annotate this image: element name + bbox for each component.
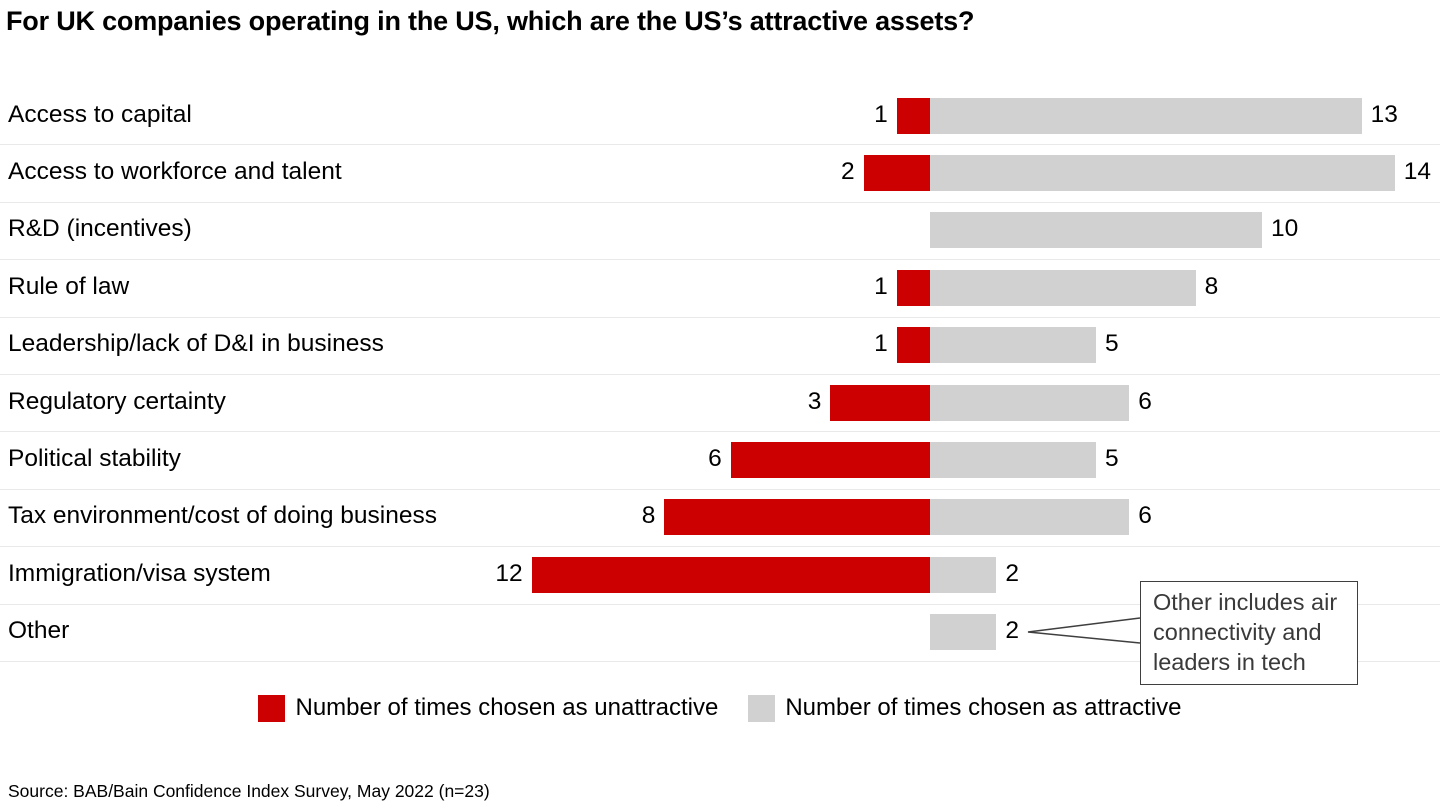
row-divider bbox=[0, 144, 1440, 146]
legend-label-unattractive: Number of times chosen as unattractive bbox=[295, 694, 719, 721]
unattractive-value: 6 bbox=[708, 444, 722, 472]
row-divider bbox=[0, 488, 1440, 490]
unattractive-value: 1 bbox=[874, 100, 888, 128]
category-label: Regulatory certainty bbox=[8, 387, 226, 415]
legend-item-attractive: Number of times chosen as attractive bbox=[748, 694, 1182, 722]
source-note: Source: BAB/Bain Confidence Index Survey… bbox=[8, 781, 490, 801]
unattractive-value: 12 bbox=[495, 559, 523, 587]
legend-label-attractive: Number of times chosen as attractive bbox=[785, 694, 1182, 721]
attractive-bar bbox=[930, 212, 1262, 249]
row-divider bbox=[0, 316, 1440, 318]
unattractive-value: 1 bbox=[874, 272, 888, 300]
unattractive-bar bbox=[664, 499, 930, 536]
chart-row: Access to capital 1 13 bbox=[0, 87, 1440, 144]
attractive-value: 14 bbox=[1403, 157, 1432, 185]
unattractive-value: 1 bbox=[874, 330, 888, 358]
attractive-bar bbox=[930, 155, 1395, 192]
attractive-bar bbox=[930, 384, 1130, 421]
chart-row: Regulatory certainty 3 6 bbox=[0, 374, 1440, 431]
attractive-bar bbox=[930, 97, 1362, 134]
unattractive-value: 8 bbox=[641, 502, 656, 530]
attractive-value: 5 bbox=[1105, 330, 1119, 358]
category-label: R&D (incentives) bbox=[8, 215, 192, 243]
row-divider bbox=[0, 603, 1440, 605]
annotation-callout: Other includes air connectivity and lead… bbox=[1140, 581, 1358, 685]
attractive-value: 10 bbox=[1271, 215, 1299, 243]
attractive-value: 6 bbox=[1138, 387, 1152, 415]
row-divider bbox=[0, 201, 1440, 203]
legend: Number of times chosen as unattractive N… bbox=[0, 690, 1440, 726]
attractive-bar bbox=[930, 614, 997, 651]
attractive-value: 2 bbox=[1005, 559, 1020, 587]
category-label: Tax environment/cost of doing business bbox=[8, 502, 437, 530]
unattractive-bar bbox=[531, 556, 930, 593]
attractive-value: 2 bbox=[1005, 617, 1020, 645]
row-divider bbox=[0, 431, 1440, 433]
row-divider bbox=[0, 259, 1440, 261]
chart-title: For UK companies operating in the US, wh… bbox=[6, 6, 975, 36]
attractive-bar bbox=[930, 499, 1130, 536]
attractive-value: 8 bbox=[1204, 272, 1219, 300]
category-label: Immigration/visa system bbox=[8, 559, 271, 587]
chart-row: Political stability 6 5 bbox=[0, 431, 1440, 488]
category-label: Access to workforce and talent bbox=[8, 157, 342, 185]
chart-row: Tax environment/cost of doing business 8 6 bbox=[0, 489, 1440, 546]
chart-row: R&D (incentives) 10 bbox=[0, 202, 1440, 259]
attractive-value: 5 bbox=[1105, 444, 1119, 472]
row-divider bbox=[0, 374, 1440, 375]
attractive-bar bbox=[930, 556, 997, 593]
attractive-bar bbox=[930, 327, 1096, 364]
unattractive-value: 3 bbox=[807, 387, 822, 415]
unattractive-bar bbox=[730, 442, 930, 479]
unattractive-bar bbox=[896, 327, 930, 364]
category-label: Rule of law bbox=[8, 272, 130, 300]
unattractive-bar bbox=[863, 155, 930, 192]
unattractive-bar bbox=[896, 97, 930, 134]
chart-row: Immigration/visa system 12 2 bbox=[0, 546, 1440, 603]
chart-row: Other 2 bbox=[0, 604, 1440, 661]
row-divider bbox=[0, 661, 1440, 662]
legend-swatch-attractive bbox=[748, 694, 776, 722]
bar-chart-rows: Access to capital 1 13 Access to workforce … bbox=[0, 87, 1440, 663]
unattractive-value: 2 bbox=[840, 157, 855, 185]
legend-item-unattractive: Number of times chosen as unattractive bbox=[258, 694, 718, 722]
unattractive-bar bbox=[830, 384, 930, 421]
category-label: Political stability bbox=[8, 444, 181, 472]
attractive-bar bbox=[930, 442, 1096, 479]
chart-row: Access to workforce and talent 2 14 bbox=[0, 144, 1440, 201]
attractive-value: 13 bbox=[1370, 100, 1398, 128]
category-label: Other bbox=[8, 617, 70, 645]
unattractive-bar bbox=[896, 269, 930, 306]
attractive-bar bbox=[930, 269, 1196, 306]
chart-row: Rule of law 1 8 bbox=[0, 259, 1440, 316]
row-divider bbox=[0, 546, 1440, 548]
chart-row: Leadership/lack of D&I in business 1 5 bbox=[0, 317, 1440, 374]
category-label: Leadership/lack of D&I in business bbox=[8, 330, 384, 358]
legend-swatch-unattractive bbox=[258, 694, 286, 722]
category-label: Access to capital bbox=[8, 100, 192, 128]
attractive-value: 6 bbox=[1138, 502, 1152, 530]
